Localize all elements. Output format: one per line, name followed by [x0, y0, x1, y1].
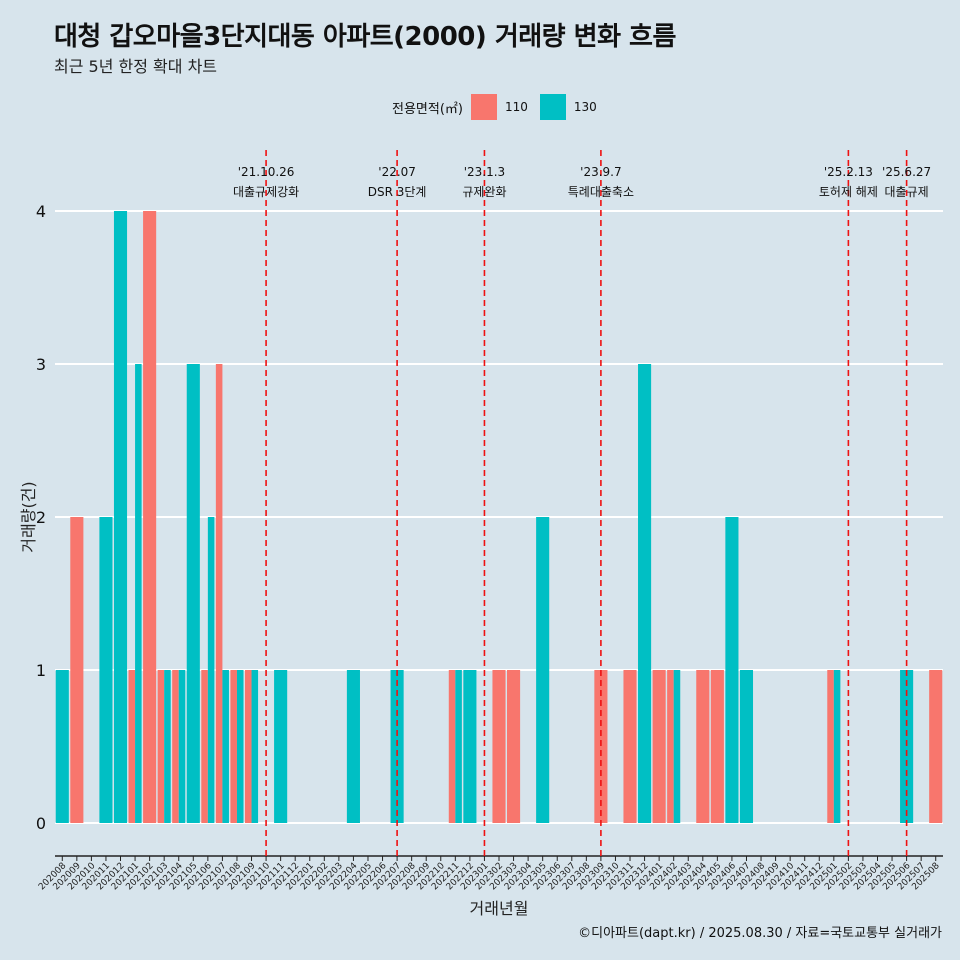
legend-key-110 — [470, 94, 497, 120]
y-tick-label: 2 — [36, 508, 46, 527]
legend-label-130: 130 — [573, 100, 597, 114]
bar-110-202404 — [696, 670, 710, 823]
bar-110-202106 — [201, 670, 208, 823]
y-tick-label: 0 — [36, 814, 46, 833]
bar-110-202009 — [70, 517, 84, 823]
y-tick-label: 3 — [36, 355, 46, 374]
bar-130-202402 — [673, 670, 681, 823]
bar-130-202406 — [725, 517, 739, 823]
event-label: DSR 3단계 — [368, 185, 427, 199]
bar-110-202104 — [172, 670, 179, 823]
bar-110-202303 — [507, 670, 521, 823]
bar-130-202103 — [164, 670, 171, 823]
y-tick-label: 1 — [36, 661, 46, 680]
bar-110-202309 — [594, 670, 608, 823]
event-date: '21.10.26 — [238, 165, 295, 179]
x-axis-title: 거래년월 — [470, 899, 529, 918]
bar-110-202103 — [157, 670, 165, 823]
bar-130-202107 — [222, 670, 229, 823]
event-label: 특례대출축소 — [568, 185, 634, 199]
bar-110-202501 — [827, 670, 834, 823]
bar-130-202204 — [346, 670, 360, 823]
bar-130-202207 — [390, 670, 404, 823]
bar-110-202102 — [143, 211, 157, 823]
bar-130-202312 — [638, 364, 652, 823]
bar-130-202011 — [99, 517, 113, 823]
bar-110-202401 — [652, 670, 666, 823]
bar-110-202311 — [623, 670, 637, 823]
event-label: 토허제 해제 — [819, 185, 878, 199]
bar-130-202506 — [900, 670, 914, 823]
event-date: '25.6.27 — [882, 165, 931, 179]
event-label: 규제완화 — [462, 185, 506, 199]
legend-label-110: 110 — [504, 100, 528, 114]
chart-subtitle: 최근 5년 한정 확대 차트 — [54, 57, 218, 76]
source-caption: ©디아파트(dapt.kr) / 2025.08.30 / 자료=국토교통부 실… — [578, 926, 942, 941]
legend-title: 전용면적(㎡) — [392, 101, 463, 117]
bar-110-202211 — [448, 670, 456, 823]
bar-130-202305 — [536, 517, 550, 823]
event-date: '23.1.3 — [464, 165, 505, 179]
bar-130-202105 — [186, 364, 200, 823]
bar-110-202107 — [215, 364, 223, 823]
bar-110-202109 — [244, 670, 252, 823]
event-label: 대출규제 — [885, 185, 929, 199]
event-label: 대출규제강화 — [233, 185, 299, 199]
bar-130-202012 — [113, 211, 128, 823]
bar-130-202008 — [55, 670, 69, 823]
event-date: '23.9.7 — [580, 165, 621, 179]
bar-130-202212 — [463, 670, 477, 823]
bar-110-202302 — [492, 670, 506, 823]
bar-130-202407 — [739, 670, 754, 823]
bar-110-202402 — [667, 670, 674, 823]
bar-130-202211 — [455, 670, 462, 823]
bar-130-202501 — [833, 670, 841, 823]
event-date: '22.07 — [378, 165, 416, 179]
legend-key-130 — [539, 94, 566, 120]
legend: 전용면적(㎡) 110 130 — [392, 94, 609, 120]
bar-110-202108 — [230, 670, 237, 823]
bar-110-202405 — [710, 670, 724, 823]
bar-130-202101 — [135, 364, 142, 823]
bar-110-202101 — [128, 670, 136, 823]
event-date: '25.2.13 — [824, 165, 873, 179]
bar-130-202106 — [207, 517, 215, 823]
bar-130-202104 — [178, 670, 186, 823]
bar-130-202108 — [236, 670, 244, 823]
y-tick-label: 4 — [36, 202, 46, 221]
bar-130-202109 — [251, 670, 259, 823]
bar-130-202111 — [274, 670, 288, 823]
chart-title: 대청 갑오마을3단지대동 아파트(2000) 거래량 변화 흐름 — [54, 22, 676, 52]
bar-110-202508 — [929, 670, 943, 823]
y-axis-title: 거래량(건) — [19, 481, 38, 552]
